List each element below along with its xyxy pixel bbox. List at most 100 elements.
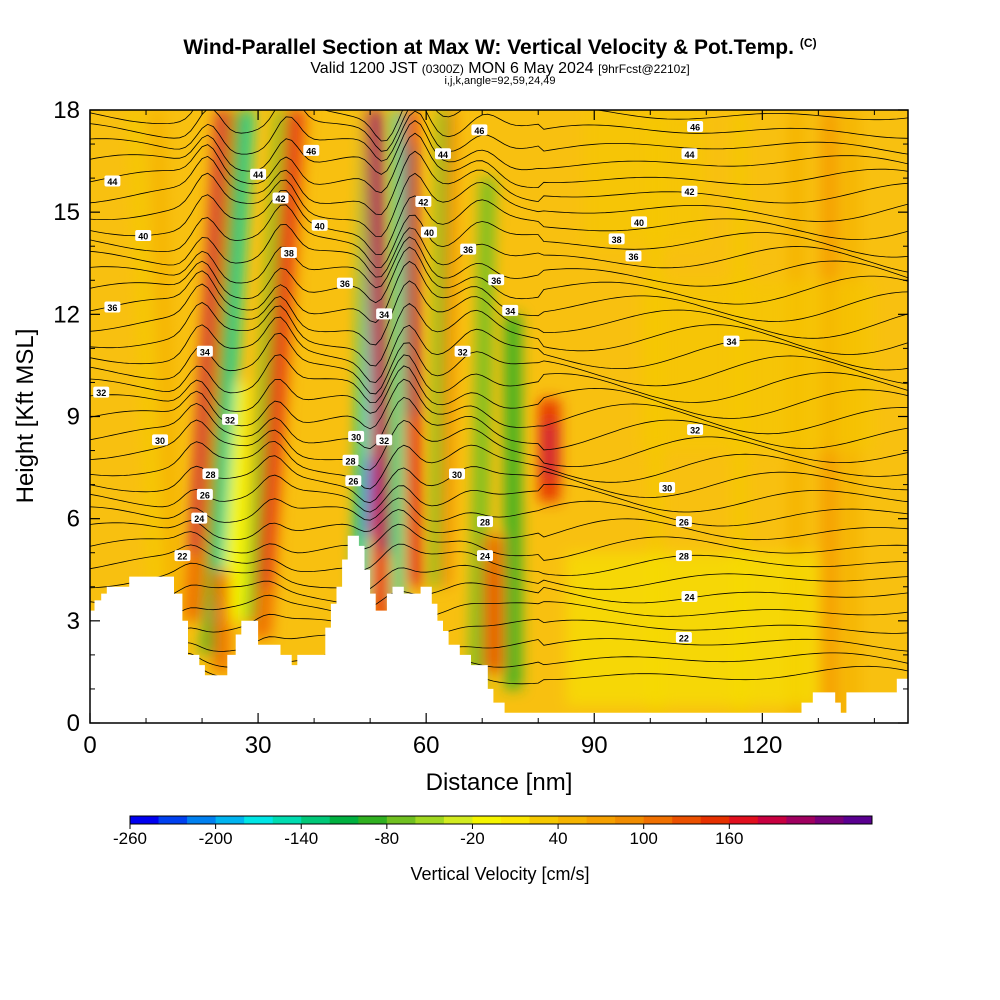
contour-label: 34 [723,335,740,347]
colorbar-tick-label: 100 [630,829,658,848]
velocity-band [258,110,301,587]
theta-contour-line [90,455,908,504]
colorbar-swatch [615,816,645,824]
svg-text:28: 28 [346,456,356,466]
svg-text:44: 44 [684,150,694,160]
colorbar-swatch [672,816,702,824]
contour-label: 40 [311,219,328,231]
colorbar-tick-label: -140 [284,829,318,848]
svg-text:38: 38 [612,235,622,245]
theta-contour-line [90,316,908,383]
svg-text:36: 36 [463,245,473,255]
contour-label: 46 [303,144,320,156]
svg-text:34: 34 [505,306,515,316]
contour-label: 42 [681,185,698,197]
velocity-band [189,110,227,553]
svg-text:36: 36 [491,276,501,286]
contour-label: 36 [488,274,505,286]
contour-label: 30 [448,468,465,480]
colorbar-swatch [558,816,588,824]
contour-label: 38 [608,233,625,245]
colorbar-swatch [586,816,616,824]
svg-text:28: 28 [679,552,689,562]
svg-text:40: 40 [138,232,148,242]
svg-text:32: 32 [96,388,106,398]
theta-contour-labels: 44 40 36 32 30 34 32 28 26 24 22 44 42 46 40 38 36 34 30 32… [93,121,740,643]
copyright-mark: (C) [799,36,817,50]
y-tick-label: 12 [53,301,80,328]
terrain-mask [90,535,908,723]
y-axis-label: Height [Kft MSL] [12,329,39,504]
y-tick-label: 0 [67,710,80,737]
colorbar-swatch [757,816,787,824]
theta-contour-line [90,110,908,162]
svg-text:36: 36 [107,303,117,313]
contour-label: 40 [135,230,152,242]
contour-label: 24 [476,550,493,562]
svg-text:34: 34 [379,310,389,320]
svg-text:40: 40 [424,228,434,238]
x-axis-label: Distance [nm] [426,769,573,796]
svg-text:32: 32 [225,415,235,425]
y-tick-label: 9 [67,404,80,431]
contour-label: 32 [687,424,704,436]
colorbar-tick-label: -20 [460,829,485,848]
svg-text:34: 34 [200,347,210,357]
velocity-band [213,569,230,672]
colorbar-swatch [358,816,388,824]
colorbar-swatch [700,816,730,824]
theta-contour-line [90,120,908,175]
svg-text:34: 34 [727,337,737,347]
svg-text:22: 22 [177,552,187,562]
theta-contour-line [90,302,908,367]
x-tick-label: 30 [245,732,272,759]
chart-title: Wind-Parallel Section at Max W: Vertical… [183,36,817,59]
chart-indices: i,j,k,angle=92,59,24,49 [444,75,556,87]
contour-label: 34 [196,345,213,357]
svg-text:32: 32 [690,426,700,436]
svg-text:24: 24 [194,514,204,524]
contour-label: 32 [454,345,471,357]
contour-label: 40 [420,226,437,238]
velocity-region [566,552,819,706]
y-tick-label: 3 [67,608,80,635]
contour-label: 32 [222,413,239,425]
contour-label: 36 [460,243,477,255]
theta-contour-line [90,172,908,237]
theta-contours [90,110,908,685]
contour-label: 26 [196,488,213,500]
theta-contour-line [90,236,908,289]
velocity-field [128,110,875,723]
svg-text:22: 22 [679,633,689,643]
colorbar-swatch [130,816,160,824]
svg-text:44: 44 [253,170,263,180]
svg-text:38: 38 [284,249,294,259]
x-tick-label: 60 [413,732,440,759]
colorbar-tick-label: -80 [375,829,400,848]
theta-contour-line [90,523,908,561]
contour-label: 26 [675,516,692,528]
colorbar-tick-label: 160 [715,829,743,848]
y-tick-label: 6 [67,506,80,533]
theta-contour-line [90,497,908,527]
svg-text:30: 30 [452,470,462,480]
theta-contour-line [90,246,908,305]
svg-text:42: 42 [275,194,285,204]
theta-contour-line [90,365,908,419]
colorbar-swatch [843,816,873,824]
theta-contour-line [90,643,908,668]
svg-text:46: 46 [690,123,700,133]
theta-contour-line [90,189,908,256]
colorbar-tick-label: -200 [199,829,233,848]
svg-text:26: 26 [200,490,210,500]
velocity-band [393,110,404,604]
svg-text:36: 36 [628,252,638,262]
velocity-band [505,314,521,689]
svg-text:28: 28 [480,518,490,528]
colorbar-swatch [814,816,844,824]
contour-label: 32 [93,386,110,398]
colorbar-swatch [386,816,416,824]
contour-label: 36 [625,250,642,262]
